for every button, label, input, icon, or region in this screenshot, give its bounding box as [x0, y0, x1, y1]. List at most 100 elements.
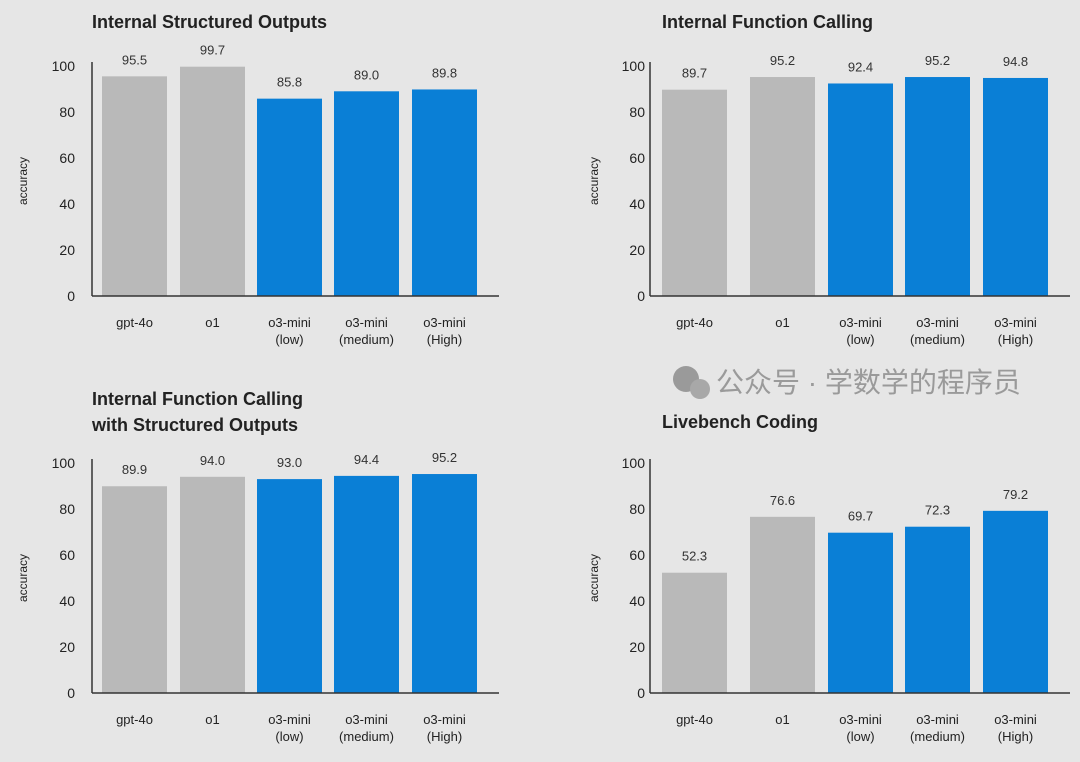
- x-tick-label: o3-mini: [268, 315, 311, 330]
- bar: [180, 66, 245, 296]
- bar: [412, 474, 477, 693]
- y-tick-label: 0: [637, 685, 645, 701]
- y-axis-label: accuracy: [587, 157, 601, 205]
- data-label: 95.2: [925, 53, 950, 68]
- data-label: 95.2: [432, 450, 457, 465]
- x-tick-label: (low): [275, 729, 303, 744]
- y-tick-label: 20: [629, 242, 645, 258]
- y-tick-label: 60: [59, 547, 75, 563]
- x-tick-label: (High): [427, 729, 462, 744]
- data-label: 76.6: [770, 493, 795, 508]
- chart-panel-4: Livebench Coding accuracy 0 20 40 60 80 100 52.3…: [587, 412, 1070, 744]
- bar: [983, 77, 1048, 297]
- x-tick-label: (medium): [910, 332, 965, 347]
- bar: [750, 516, 815, 693]
- x-tick-label: gpt-4o: [676, 712, 713, 727]
- bar: [662, 89, 727, 296]
- bar: [412, 89, 477, 297]
- y-tick-label: 40: [629, 196, 645, 212]
- x-tick-label: o3-mini: [994, 315, 1037, 330]
- bar: [905, 77, 970, 296]
- y-tick-label: 40: [59, 593, 75, 609]
- bar: [828, 532, 893, 693]
- x-tick-label: gpt-4o: [116, 315, 153, 330]
- bar: [905, 526, 970, 693]
- y-tick-label: 80: [629, 104, 645, 120]
- data-label: 92.4: [848, 59, 873, 74]
- data-label: 79.2: [1003, 487, 1028, 502]
- y-tick-label: 20: [629, 639, 645, 655]
- data-label: 94.0: [200, 453, 225, 468]
- chart-panel-1: Internal Structured Outputs accuracy 0 20 40…: [16, 12, 499, 347]
- y-tick-label: 60: [59, 150, 75, 166]
- x-tick-label: (medium): [339, 729, 394, 744]
- x-tick-label: o3-mini: [839, 712, 882, 727]
- y-tick-label: 80: [59, 104, 75, 120]
- x-tick-label: o1: [775, 712, 789, 727]
- y-tick-label: 20: [59, 639, 75, 655]
- x-tick-label: gpt-4o: [116, 712, 153, 727]
- data-label: 52.3: [682, 549, 707, 564]
- x-tick-label: o3-mini: [916, 315, 959, 330]
- data-label: 89.8: [432, 65, 457, 80]
- bar: [983, 510, 1048, 693]
- chart-title: Livebench Coding: [662, 412, 818, 432]
- y-tick-label: 100: [622, 58, 646, 74]
- data-label: 95.5: [122, 52, 147, 67]
- y-tick-label: 60: [629, 547, 645, 563]
- chart-title: Internal Function Calling: [662, 12, 873, 32]
- data-label: 89.0: [354, 67, 379, 82]
- x-tick-label: o3-mini: [423, 712, 466, 727]
- x-tick-label: o1: [775, 315, 789, 330]
- x-tick-label: o3-mini: [916, 712, 959, 727]
- x-tick-label: (High): [998, 332, 1033, 347]
- x-tick-label: o1: [205, 315, 219, 330]
- y-tick-label: 100: [52, 58, 76, 74]
- data-label: 69.7: [848, 509, 873, 524]
- y-tick-label: 0: [637, 288, 645, 304]
- x-tick-label: (High): [427, 332, 462, 347]
- bar: [102, 76, 167, 296]
- watermark-text: 公众号 · 学数学的程序员: [716, 367, 1021, 398]
- y-tick-label: 100: [622, 455, 646, 471]
- y-tick-label: 40: [629, 593, 645, 609]
- x-tick-label: o3-mini: [839, 315, 882, 330]
- x-tick-label: gpt-4o: [676, 315, 713, 330]
- wechat-icon-bubble: [690, 379, 710, 399]
- data-label: 72.3: [925, 503, 950, 518]
- y-tick-label: 60: [629, 150, 645, 166]
- bar: [334, 475, 399, 693]
- chart-title: Internal Structured Outputs: [92, 12, 327, 32]
- x-tick-label: o1: [205, 712, 219, 727]
- data-label: 95.2: [770, 53, 795, 68]
- x-tick-label: (low): [275, 332, 303, 347]
- y-tick-label: 100: [52, 455, 76, 471]
- x-tick-label: (High): [998, 729, 1033, 744]
- y-axis-label: accuracy: [587, 554, 601, 602]
- bar: [257, 479, 322, 693]
- data-label: 99.7: [200, 43, 225, 58]
- bar: [750, 77, 815, 296]
- x-tick-label: (medium): [339, 332, 394, 347]
- y-tick-label: 40: [59, 196, 75, 212]
- chart-panel-3: Internal Function Calling with Structured…: [16, 389, 499, 744]
- x-tick-label: (low): [846, 729, 874, 744]
- bar: [662, 572, 727, 693]
- y-axis-label: accuracy: [16, 157, 30, 205]
- bar: [828, 83, 893, 296]
- data-label: 89.7: [682, 66, 707, 81]
- bar: [180, 476, 245, 693]
- y-tick-label: 0: [67, 685, 75, 701]
- x-tick-label: (medium): [910, 729, 965, 744]
- data-label: 94.4: [354, 452, 379, 467]
- chart-title: Internal Function Calling: [92, 389, 303, 409]
- watermark: 公众号 · 学数学的程序员: [673, 366, 1021, 399]
- x-tick-label: o3-mini: [994, 712, 1037, 727]
- bar: [334, 91, 399, 296]
- data-label: 85.8: [277, 75, 302, 90]
- data-label: 94.8: [1003, 54, 1028, 69]
- x-tick-label: o3-mini: [345, 315, 388, 330]
- bar: [257, 98, 322, 296]
- y-tick-label: 20: [59, 242, 75, 258]
- chart-title: with Structured Outputs: [91, 415, 298, 435]
